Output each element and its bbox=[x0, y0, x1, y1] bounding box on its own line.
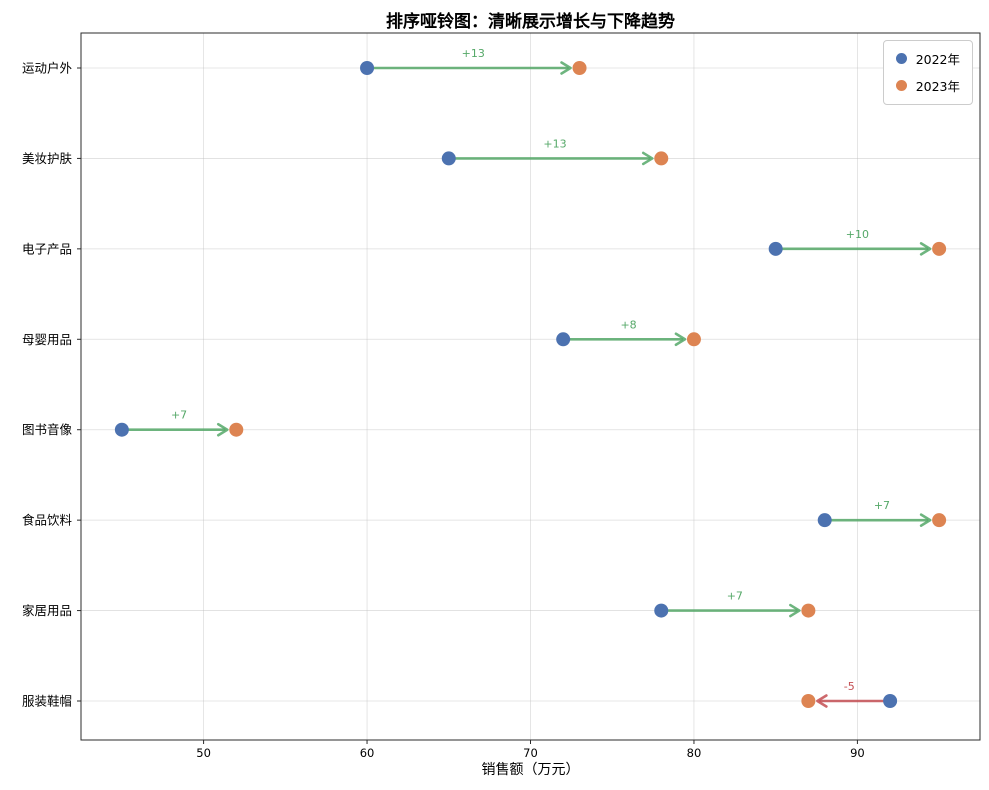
dot-2023 bbox=[229, 422, 244, 437]
dot-2022 bbox=[360, 61, 375, 75]
dot-2023 bbox=[801, 694, 816, 708]
chart-title: 排序哑铃图：清晰展示增长与下降趋势 bbox=[386, 12, 675, 32]
x-tick-label: 60 bbox=[360, 746, 375, 760]
dot-2022 bbox=[556, 332, 571, 347]
trend-arrowhead bbox=[216, 422, 229, 437]
legend-label-2023: 2023年 bbox=[915, 79, 960, 94]
dot-2023 bbox=[654, 151, 669, 166]
dot-2022 bbox=[114, 422, 129, 437]
change-label: +10 bbox=[846, 228, 869, 241]
change-label: +13 bbox=[543, 137, 566, 150]
y-tick-label: 图书音像 bbox=[22, 422, 73, 437]
dot-2022 bbox=[768, 241, 783, 256]
y-tick-label: 运动户外 bbox=[22, 61, 73, 76]
x-tick-label: 70 bbox=[523, 746, 538, 760]
y-tick-label: 电子产品 bbox=[22, 241, 72, 256]
change-label: +7 bbox=[727, 590, 743, 603]
change-label: +7 bbox=[171, 409, 187, 422]
x-tick-label: 90 bbox=[850, 746, 865, 760]
legend: 2022年 2023年 bbox=[882, 40, 973, 105]
change-label: +13 bbox=[462, 47, 485, 60]
trend-arrowhead bbox=[641, 151, 654, 166]
dot-2023 bbox=[572, 61, 587, 75]
change-label: +7 bbox=[874, 499, 890, 512]
dot-2022 bbox=[654, 603, 669, 618]
dot-2023 bbox=[686, 332, 701, 347]
y-tick-label: 食品饮料 bbox=[22, 513, 73, 528]
dot-2022 bbox=[883, 694, 898, 708]
dot-2022 bbox=[441, 151, 456, 166]
x-tick-label: 50 bbox=[196, 746, 211, 760]
y-tick-label: 母婴用品 bbox=[22, 332, 72, 347]
trend-arrowhead bbox=[919, 513, 932, 527]
x-tick-label: 80 bbox=[687, 746, 702, 760]
dot-2023 bbox=[932, 513, 947, 528]
legend-marker-2022-icon bbox=[895, 53, 907, 64]
y-tick-label: 美妆护肤 bbox=[22, 151, 73, 166]
legend-item-2022: 2022年 bbox=[895, 49, 960, 68]
trend-arrowhead bbox=[674, 332, 687, 347]
trend-arrowhead bbox=[816, 694, 828, 708]
trend-arrowhead bbox=[560, 61, 572, 75]
dot-2022 bbox=[817, 513, 832, 528]
change-label: +8 bbox=[620, 318, 636, 331]
legend-label-2022: 2022年 bbox=[915, 52, 960, 67]
x-axis-label: 销售额（万元） bbox=[481, 762, 580, 778]
trend-arrowhead bbox=[919, 242, 932, 256]
legend-item-2023: 2023年 bbox=[895, 76, 960, 95]
trend-arrowhead bbox=[789, 603, 801, 618]
dot-2023 bbox=[932, 241, 947, 256]
y-tick-label: 家居用品 bbox=[22, 603, 72, 618]
y-tick-label: 服装鞋帽 bbox=[22, 694, 72, 709]
dot-2023 bbox=[801, 603, 816, 618]
legend-marker-2023-icon bbox=[895, 80, 907, 91]
change-label: -5 bbox=[844, 680, 855, 693]
